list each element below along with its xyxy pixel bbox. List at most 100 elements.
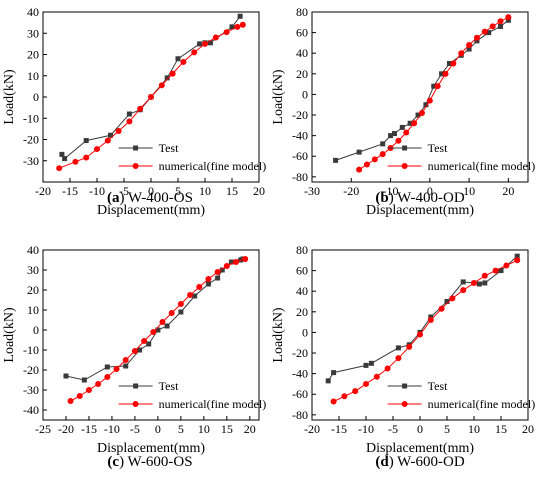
data-point-numerical <box>434 83 441 90</box>
data-point-numerical <box>150 329 157 335</box>
legend-label: numerical(fine model) <box>428 159 536 173</box>
x-axis-label: Displacement(mm) <box>366 441 474 456</box>
legend-marker <box>402 383 408 389</box>
x-tick-label: 20 <box>253 184 265 198</box>
data-point-numerical <box>403 129 410 136</box>
y-tick-label: 80 <box>296 243 308 257</box>
data-point-test <box>207 40 213 46</box>
data-point-test <box>474 38 480 44</box>
data-point-numerical <box>341 393 348 400</box>
data-point-numerical <box>406 343 413 350</box>
x-tick-label: 5 <box>178 422 184 436</box>
data-point-test <box>356 149 362 155</box>
x-axis-label: Displacement(mm) <box>97 203 205 218</box>
x-tick-label: -5 <box>388 422 398 436</box>
panel-title: ) W-400-OD <box>389 190 465 206</box>
data-point-numerical <box>489 23 496 30</box>
data-point-numerical <box>371 156 378 163</box>
y-tick-label: 10 <box>27 69 39 83</box>
x-tick-label: -15 <box>331 422 347 436</box>
x-tick-label: 5 <box>175 184 181 198</box>
data-point-numerical <box>466 41 473 48</box>
x-tick-label: 10 <box>198 422 210 436</box>
data-point-test <box>444 299 450 305</box>
data-point-numerical <box>458 50 465 57</box>
data-point-test <box>164 323 170 329</box>
data-point-test <box>63 373 69 379</box>
data-point-numerical <box>426 97 433 104</box>
y-tick-label: -10 <box>23 343 39 357</box>
y-tick-label: 40 <box>296 284 308 298</box>
data-point-test <box>215 275 221 281</box>
panel-caption: (c) W-600-OS <box>107 454 192 470</box>
data-point-test <box>178 309 184 315</box>
y-tick-label: 20 <box>27 283 39 297</box>
data-point-numerical <box>411 120 418 127</box>
data-point-test <box>486 30 492 36</box>
data-point-numerical <box>223 29 230 36</box>
legend-entry-test: Test <box>387 141 448 155</box>
data-point-numerical <box>137 105 144 112</box>
y-tick-label: -20 <box>23 363 39 377</box>
data-point-numerical <box>131 348 138 354</box>
x-tick-label: -10 <box>358 422 374 436</box>
x-tick-label: 0 <box>155 422 161 436</box>
data-point-numerical <box>148 94 154 100</box>
data-point-numerical <box>169 70 176 77</box>
data-point-test <box>81 377 87 383</box>
legend-entry-test: Test <box>118 379 179 393</box>
data-point-numerical <box>177 301 184 307</box>
data-point-test <box>428 314 434 320</box>
chart-panel-4: -20 -15 -10 -5 0 5 10 15 20 -80 -60 -40 -20 0 20 40 60 80… <box>271 243 535 470</box>
y-tick-label: -30 <box>23 154 39 168</box>
data-point-test <box>388 133 394 139</box>
x-tick-label: 20 <box>522 422 534 436</box>
data-point-numerical <box>141 338 148 344</box>
y-tick-label: 60 <box>296 264 308 278</box>
data-point-test <box>391 131 397 137</box>
chart-panel-2: -30 -20 -10 0 10 20 -80 -60 -40 -20 0 20 40 60 80 Displ… <box>271 5 535 218</box>
x-tick-label: 10 <box>468 422 480 436</box>
y-tick-label: 0 <box>302 325 308 339</box>
y-tick-label: 10 <box>27 303 39 317</box>
data-point-test <box>126 111 132 117</box>
y-axis-label: Load(kN) <box>271 307 286 363</box>
data-point-test <box>108 132 113 138</box>
data-point-test <box>331 370 337 376</box>
data-point-test <box>505 17 511 23</box>
y-tick-label: -60 <box>292 149 308 163</box>
data-point-test <box>482 280 488 286</box>
y-tick-label: -40 <box>23 403 39 417</box>
data-point-numerical <box>417 331 423 338</box>
data-point-numerical <box>85 387 92 393</box>
data-point-numerical <box>94 146 100 153</box>
data-point-numerical <box>373 373 380 380</box>
data-point-test <box>197 41 203 47</box>
y-tick-label: -20 <box>292 346 308 360</box>
legend-marker <box>401 401 408 407</box>
legend-marker <box>132 163 139 169</box>
data-point-test <box>498 23 504 29</box>
data-point-test <box>192 293 198 299</box>
data-point-test <box>325 378 331 384</box>
data-point-test <box>368 360 374 366</box>
y-tick-label: 0 <box>302 87 308 101</box>
legend-marker <box>401 163 408 169</box>
panel-label: (d <box>375 454 389 470</box>
data-point-numerical <box>449 295 456 302</box>
legend-entry-numerical: numerical(fine model) <box>118 159 266 173</box>
data-point-test <box>476 281 482 287</box>
data-point-numerical <box>481 28 488 35</box>
y-axis-label: Load(kN) <box>2 307 17 363</box>
legend-label: Test <box>159 379 179 393</box>
data-point-numerical <box>473 34 480 41</box>
data-point-test <box>59 151 65 157</box>
data-point-numerical <box>505 14 512 21</box>
x-tick-label: 5 <box>444 422 450 436</box>
data-point-test <box>137 347 143 353</box>
panel-label: (a <box>107 190 120 206</box>
x-tick-label: 15 <box>221 422 233 436</box>
y-tick-label: 40 <box>296 46 308 60</box>
y-tick-label: 20 <box>27 48 39 62</box>
